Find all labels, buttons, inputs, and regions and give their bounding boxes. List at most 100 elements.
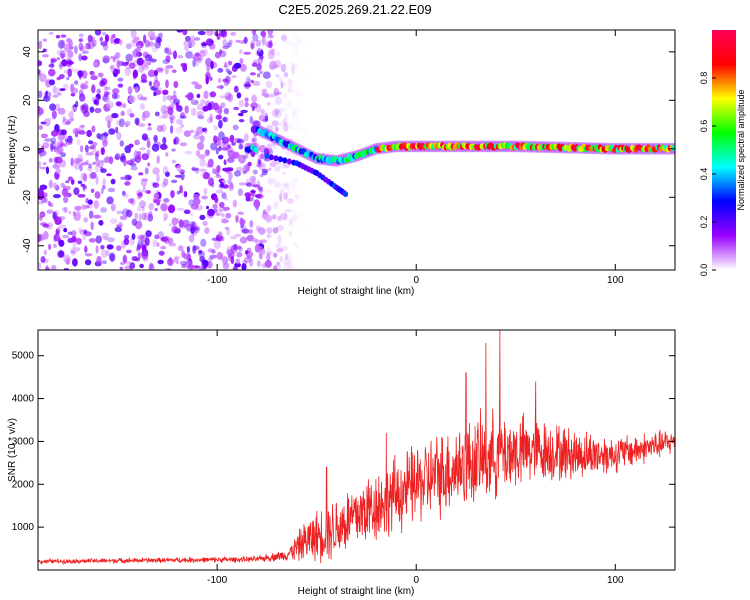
noise-cell — [165, 65, 174, 69]
y-tick-label: 0 — [22, 146, 33, 152]
noise-cell — [114, 53, 119, 60]
noise-cell — [67, 231, 73, 235]
noise-cell — [90, 72, 96, 77]
noise-cell — [78, 33, 84, 38]
noise-cell — [226, 150, 232, 155]
noise-cell — [212, 204, 218, 209]
noise-cell — [232, 199, 237, 208]
noise-cell — [114, 153, 121, 161]
noise-cell — [91, 84, 96, 94]
noise-cell — [107, 237, 115, 243]
noise-cell — [185, 223, 192, 232]
noise-cell — [250, 40, 256, 50]
noise-cell — [63, 206, 68, 213]
noise-cell — [144, 237, 150, 247]
noise-cell — [166, 95, 172, 101]
noise-cell — [226, 147, 233, 153]
noise-cell — [224, 226, 230, 231]
noise-cell — [285, 181, 292, 187]
noise-cell — [296, 244, 303, 250]
noise-cell — [253, 199, 261, 209]
noise-cell — [297, 86, 305, 93]
noise-cell — [49, 103, 57, 111]
noise-cell — [83, 229, 88, 235]
noise-cell — [85, 160, 89, 164]
noise-cell — [75, 100, 79, 108]
noise-cell — [269, 161, 276, 168]
noise-cell — [223, 64, 229, 68]
noise-cell — [183, 40, 189, 46]
noise-cell — [217, 68, 224, 73]
noise-cell — [72, 258, 78, 267]
noise-cell — [251, 62, 258, 67]
noise-cell — [89, 70, 95, 76]
noise-cell — [52, 145, 60, 150]
noise-cell — [256, 73, 261, 78]
noise-cell — [191, 107, 197, 117]
noise-cell — [237, 188, 243, 197]
noise-cell — [194, 167, 200, 174]
noise-cell — [229, 180, 233, 189]
noise-cell — [301, 107, 307, 112]
noise-cell — [38, 148, 42, 154]
noise-cell — [218, 231, 223, 237]
noise-cell — [297, 157, 302, 161]
noise-cell — [174, 174, 182, 178]
noise-cell — [72, 241, 77, 250]
noise-cell — [38, 262, 42, 270]
noise-cell — [59, 224, 67, 229]
y-tick-label: 2000 — [12, 479, 35, 490]
noise-cell — [244, 83, 252, 87]
noise-cell — [66, 38, 72, 43]
noise-cell — [301, 242, 306, 246]
noise-cell — [267, 41, 273, 49]
noise-cell — [273, 252, 278, 258]
noise-cell — [251, 238, 259, 242]
x-tick-label: -100 — [207, 275, 227, 286]
noise-cell — [250, 102, 259, 109]
noise-cell — [40, 133, 48, 139]
noise-cell — [222, 206, 230, 211]
noise-cell — [262, 209, 267, 215]
noise-cell — [83, 110, 90, 118]
noise-cell — [98, 219, 104, 226]
noise-cell — [129, 113, 135, 118]
noise-cell — [101, 32, 107, 36]
noise-cell — [152, 239, 158, 248]
noise-cell — [109, 55, 118, 60]
noise-cell — [171, 148, 176, 152]
noise-cell — [61, 207, 66, 212]
noise-cell — [176, 165, 182, 172]
spectrogram-frame — [37, 29, 676, 271]
noise-cell — [288, 230, 294, 234]
noise-cell — [238, 143, 244, 150]
noise-cell — [290, 63, 299, 70]
noise-cell — [136, 151, 142, 157]
noise-cell — [85, 42, 91, 50]
noise-cell — [136, 244, 141, 250]
noise-cell — [216, 251, 224, 260]
noise-cell — [39, 153, 43, 158]
noise-cell — [286, 100, 293, 109]
noise-cell — [94, 107, 102, 114]
noise-cell — [267, 30, 273, 36]
noise-cell — [170, 190, 175, 199]
noise-cell — [214, 51, 221, 59]
noise-cell — [232, 265, 238, 270]
noise-cell — [88, 140, 94, 145]
noise-cell — [274, 112, 279, 118]
noise-cell — [258, 250, 263, 260]
noise-cell — [236, 92, 242, 99]
noise-cell — [208, 177, 214, 187]
noise-cell — [182, 219, 190, 227]
noise-cell — [278, 121, 285, 127]
noise-cell — [222, 78, 229, 83]
noise-cell — [141, 206, 145, 212]
noise-cell — [228, 39, 233, 45]
noise-cell — [198, 250, 203, 254]
noise-cell — [234, 137, 241, 144]
noise-cell — [302, 227, 311, 233]
noise-cell — [192, 59, 196, 68]
noise-cell — [127, 86, 133, 95]
